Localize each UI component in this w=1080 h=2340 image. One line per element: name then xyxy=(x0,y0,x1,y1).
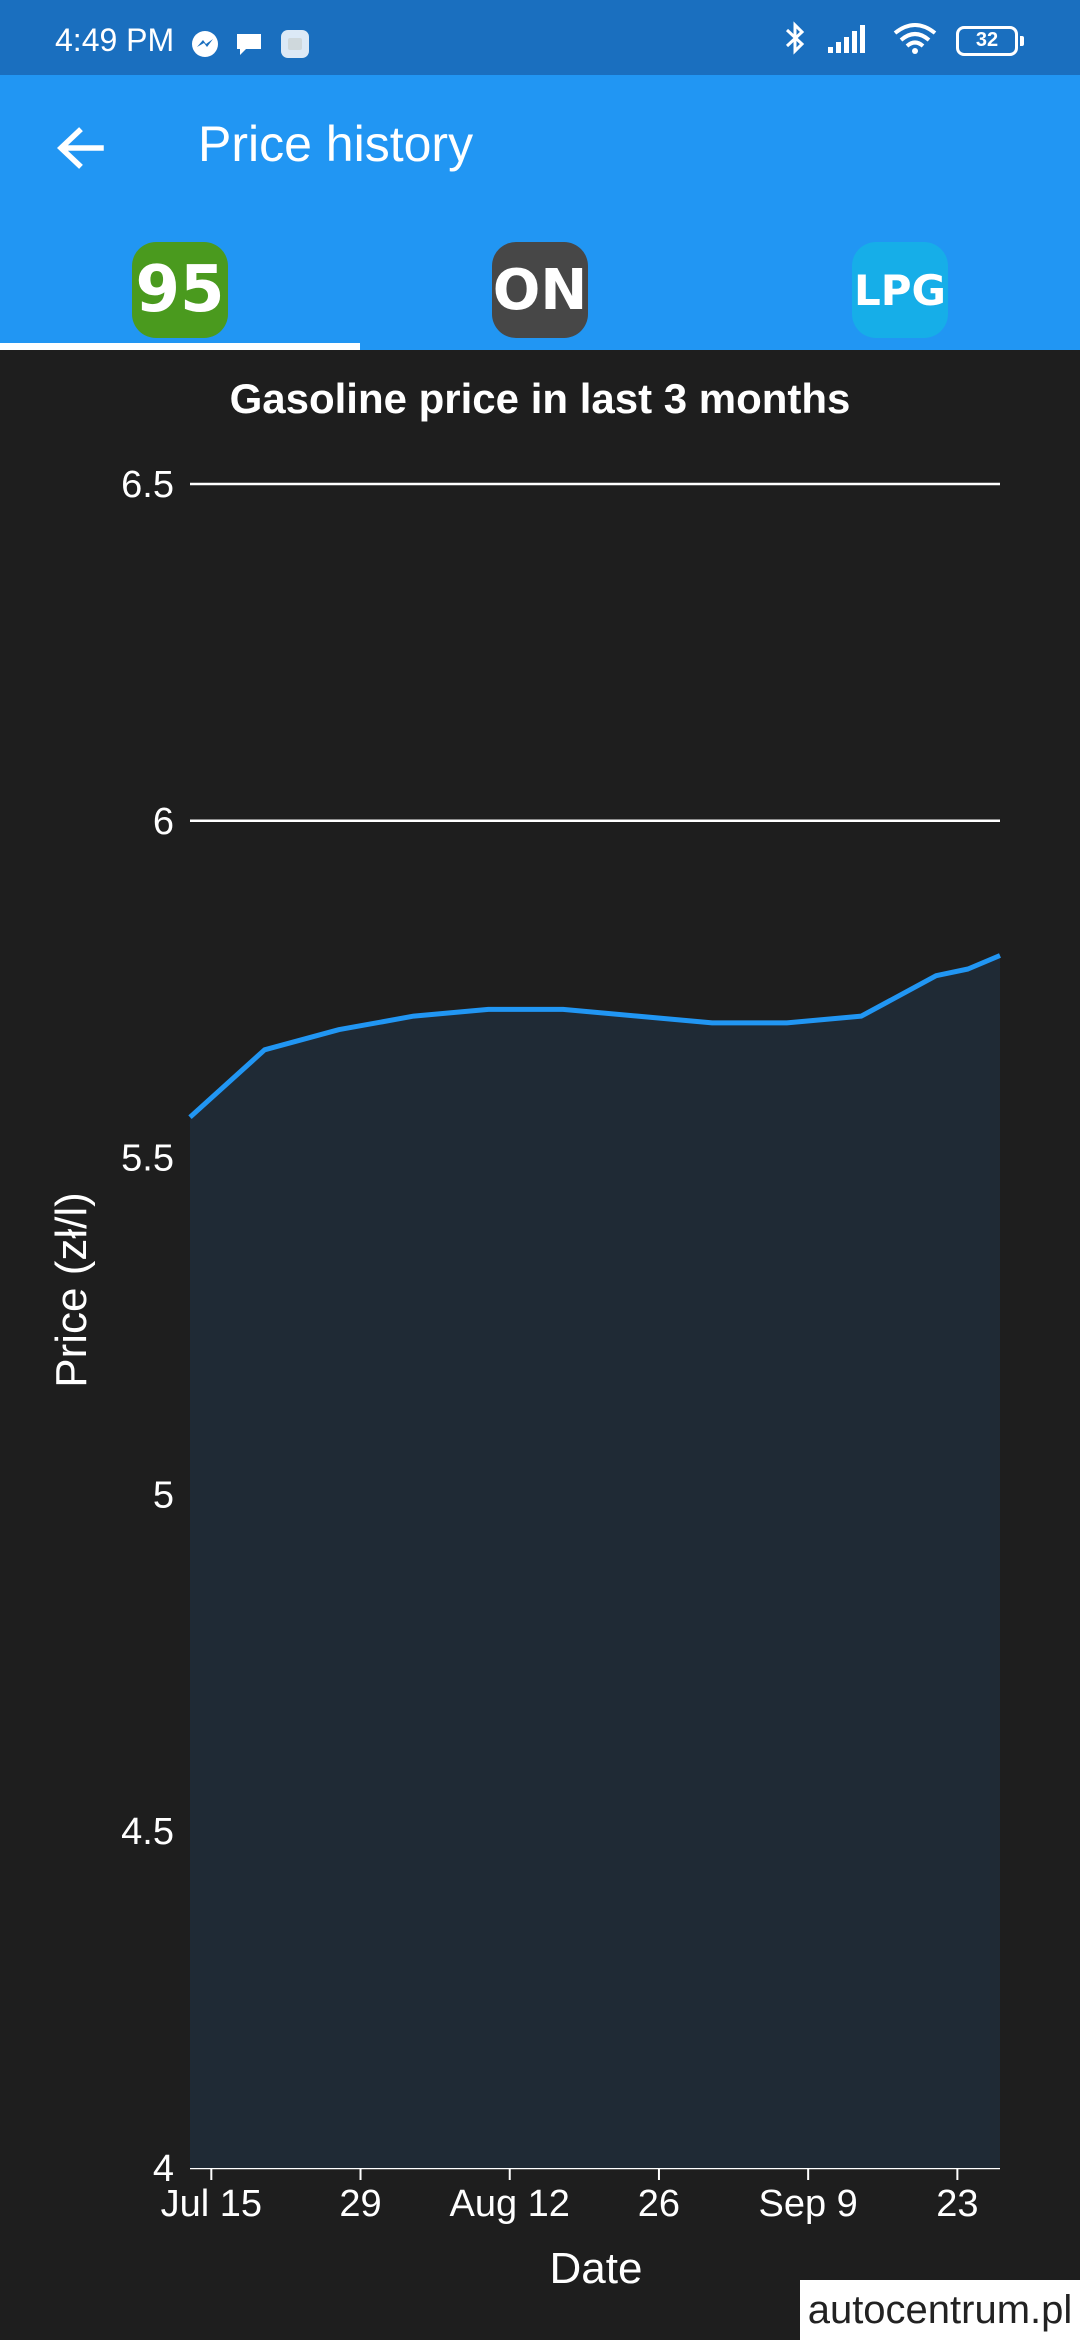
x-tick-label: 29 xyxy=(339,2183,381,2225)
tab-on[interactable]: ON xyxy=(360,230,720,350)
x-tick-label: 23 xyxy=(936,2183,978,2225)
price-line xyxy=(188,953,1001,1120)
chart-title: Gasoline price in last 3 months xyxy=(229,375,851,422)
x-tick-label: 26 xyxy=(638,2183,680,2225)
wifi-icon xyxy=(892,21,938,60)
fuel-badge-95: 95 xyxy=(132,242,228,338)
status-time: 4:49 PM xyxy=(55,22,175,58)
x-tick-label: Aug 12 xyxy=(450,2183,570,2225)
x-tick-label: Jul 15 xyxy=(161,2183,262,2225)
y-tick-label: 6.5 xyxy=(121,464,174,506)
x-axis-label: Date xyxy=(550,2244,643,2293)
tab-lpg[interactable]: LPG xyxy=(720,230,1080,350)
chat-icon xyxy=(234,29,264,64)
app-icon xyxy=(278,27,312,66)
battery-icon: 32 xyxy=(956,25,1024,56)
x-tick-label: Sep 9 xyxy=(759,2183,858,2225)
arrow-left-icon xyxy=(56,127,104,169)
tab-indicator xyxy=(0,343,360,350)
fuel-badge-lpg: LPG xyxy=(852,242,948,338)
status-bar: 4:49 PM xyxy=(0,0,1080,75)
signal-icon xyxy=(826,21,874,60)
fuel-badge-on: ON xyxy=(492,242,588,338)
messenger-icon xyxy=(190,29,220,64)
price-area-fill xyxy=(190,955,1000,2168)
y-tick-label: 4 xyxy=(153,2148,174,2190)
page-title: Price history xyxy=(198,116,474,172)
y-tick-label: 5 xyxy=(153,1474,174,1516)
bluetooth-icon xyxy=(782,20,808,61)
system-icons: 32 xyxy=(782,20,1024,61)
y-tick-label: 6 xyxy=(153,801,174,843)
watermark: autocentrum.pl xyxy=(800,2280,1080,2340)
notification-icons xyxy=(190,27,312,66)
tab-95[interactable]: 95 xyxy=(0,230,360,350)
app-bar: Price history 95 ON LPG xyxy=(0,75,1080,350)
y-tick-label: 4.5 xyxy=(121,1811,174,1853)
y-axis-label: Price (zł/l) xyxy=(47,1192,96,1388)
back-button[interactable] xyxy=(40,113,120,183)
y-tick-label: 5.5 xyxy=(121,1138,174,1180)
